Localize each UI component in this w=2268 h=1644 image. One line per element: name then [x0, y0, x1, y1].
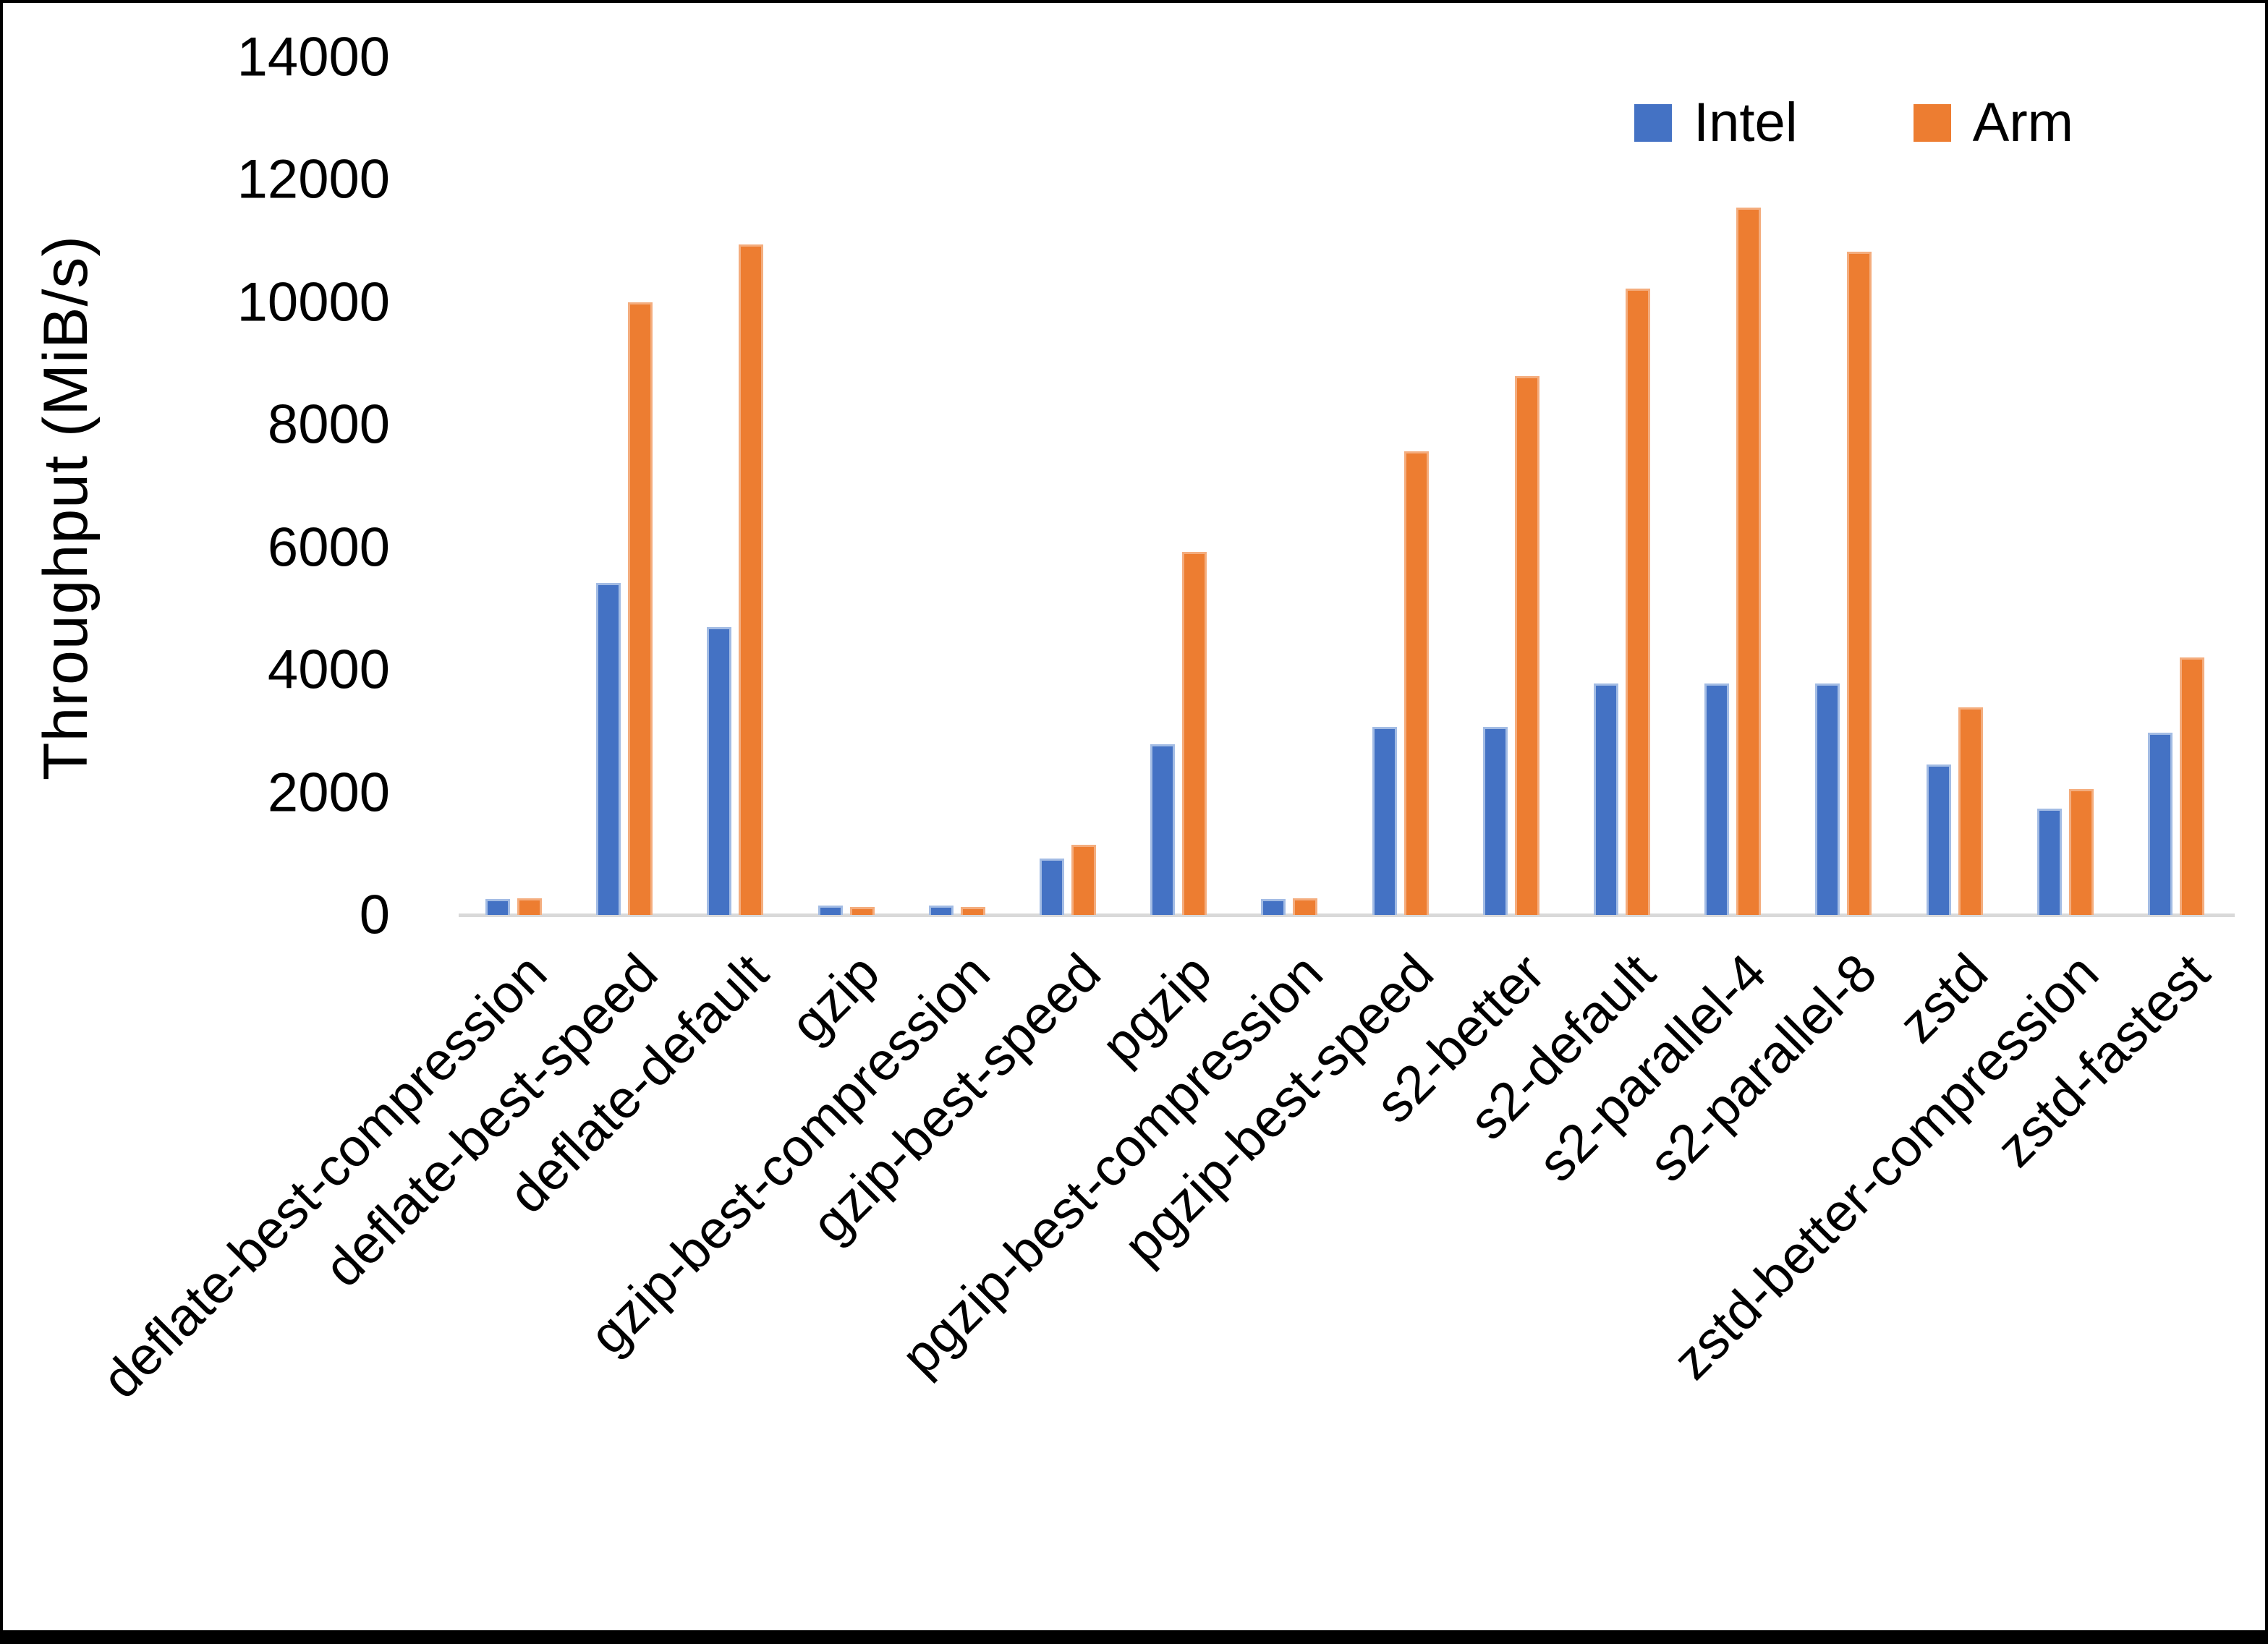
bar-intel-pgzip-best-speed: [1372, 727, 1397, 915]
bar-arm-s2-parallel-4: [1736, 208, 1762, 915]
y-tick-label-4000: 4000: [267, 639, 390, 701]
legend-item-intel: Intel: [1634, 95, 1798, 150]
legend-label-intel: Intel: [1694, 92, 1798, 153]
bottom-border-bar: [3, 1630, 2265, 1641]
x-axis-labels: deflate-best-compression deflate-best-spe…: [3, 3, 2265, 1641]
bars-layer: [3, 3, 2265, 1641]
bar-arm-deflate-best-speed: [628, 302, 653, 915]
bar-arm-gzip-best-speed: [1071, 845, 1096, 915]
bar-arm-zstd: [1958, 707, 1983, 915]
bar-intel-gzip: [817, 906, 843, 915]
legend-item-arm: Arm: [1913, 92, 2073, 153]
bar-intel-zstd-fastest: [2148, 733, 2173, 915]
bar-arm-deflate-default: [739, 244, 764, 915]
bar-intel-pgzip: [1150, 744, 1176, 915]
bar-arm-s2-default: [1626, 289, 1650, 915]
bar-arm-pgzip-best-speed: [1403, 451, 1429, 915]
bar-intel-deflate-best-speed: [596, 583, 621, 915]
y-tick-label-14000: 14000: [237, 26, 390, 88]
bar-arm-s2-parallel-8: [1847, 252, 1872, 915]
bar-intel-zstd: [1926, 764, 1951, 915]
bar-intel-gzip-best-compression: [928, 906, 954, 915]
bar-arm-gzip-best-compression: [960, 907, 985, 915]
bar-intel-s2-better: [1482, 727, 1508, 915]
bar-intel-s2-parallel-4: [1704, 683, 1730, 915]
bar-intel-deflate-default: [707, 627, 732, 915]
legend-label-arm: Arm: [1972, 92, 2073, 153]
plot-area: [3, 3, 2265, 1641]
bar-arm-deflate-best-compression: [517, 898, 542, 915]
legend: Intel Arm: [1634, 95, 2073, 150]
y-tick-label-6000: 6000: [267, 516, 390, 579]
y-tick-label-0: 0: [359, 884, 390, 946]
bar-intel-zstd-better-compression: [2036, 809, 2062, 915]
y-tick-label-10000: 10000: [237, 271, 390, 333]
x-label-deflate-best-compression: deflate-best-compression: [90, 942, 558, 1410]
bar-arm-gzip: [849, 907, 875, 915]
y-tick-label-2000: 2000: [267, 762, 390, 824]
legend-swatch-arm-icon: [1913, 104, 1951, 142]
bar-arm-zstd-better-compression: [2068, 789, 2094, 915]
bar-intel-pgzip-best-compression: [1261, 899, 1286, 915]
bar-intel-gzip-best-speed: [1040, 859, 1064, 915]
bar-arm-pgzip: [1182, 552, 1207, 915]
y-axis-tick-labels: 0 2000 4000 6000 8000 10000 12000 14000: [3, 3, 2265, 1641]
x-axis-line: [459, 913, 2235, 917]
y-tick-label-12000: 12000: [237, 148, 390, 210]
bar-intel-s2-parallel-8: [1815, 683, 1840, 915]
bar-intel-deflate-best-compression: [485, 899, 510, 915]
bar-arm-zstd-fastest: [2180, 657, 2204, 915]
y-tick-label-8000: 8000: [267, 393, 390, 456]
legend-swatch-intel-icon: [1634, 104, 1672, 142]
bar-arm-pgzip-best-compression: [1293, 898, 1318, 915]
bar-arm-s2-better: [1514, 376, 1539, 915]
bar-intel-s2-default: [1594, 683, 1618, 915]
